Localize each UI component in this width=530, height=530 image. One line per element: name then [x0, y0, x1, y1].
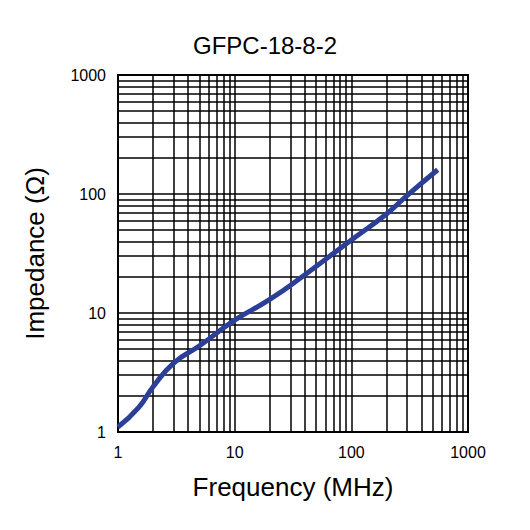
svg-text:10: 10 [88, 305, 106, 322]
svg-text:GFPC-18-8-2: GFPC-18-8-2 [193, 32, 337, 59]
svg-text:1000: 1000 [70, 67, 106, 84]
svg-text:1: 1 [114, 444, 123, 461]
svg-text:1000: 1000 [450, 444, 486, 461]
svg-text:1: 1 [97, 424, 106, 441]
svg-text:10: 10 [226, 444, 244, 461]
svg-text:Impedance (Ω): Impedance (Ω) [20, 167, 50, 340]
svg-text:100: 100 [338, 444, 365, 461]
svg-text:100: 100 [79, 186, 106, 203]
svg-text:Frequency (MHz): Frequency (MHz) [193, 472, 394, 502]
